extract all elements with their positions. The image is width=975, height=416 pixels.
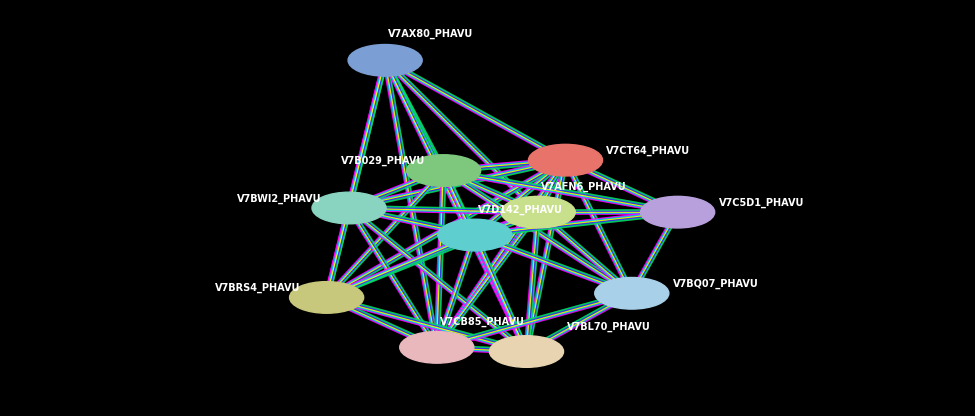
Text: V7C5D1_PHAVU: V7C5D1_PHAVU [719, 198, 804, 208]
Circle shape [400, 332, 474, 363]
Text: V7BL70_PHAVU: V7BL70_PHAVU [567, 321, 651, 332]
Circle shape [595, 277, 669, 309]
Circle shape [348, 45, 422, 76]
Circle shape [438, 219, 512, 251]
Text: V7AX80_PHAVU: V7AX80_PHAVU [388, 28, 473, 39]
Circle shape [312, 192, 386, 224]
Circle shape [501, 196, 575, 228]
Circle shape [489, 336, 564, 367]
Text: V7AFN6_PHAVU: V7AFN6_PHAVU [541, 182, 627, 192]
Text: V7B029_PHAVU: V7B029_PHAVU [341, 156, 425, 166]
Text: V7BRS4_PHAVU: V7BRS4_PHAVU [214, 283, 300, 293]
Text: V7CT64_PHAVU: V7CT64_PHAVU [606, 146, 690, 156]
Circle shape [290, 282, 364, 313]
Text: V7BWI2_PHAVU: V7BWI2_PHAVU [237, 193, 322, 204]
Circle shape [641, 196, 715, 228]
Text: V7D142_PHAVU: V7D142_PHAVU [478, 205, 563, 215]
Text: V7CB85_PHAVU: V7CB85_PHAVU [440, 317, 525, 327]
Circle shape [407, 155, 481, 186]
Circle shape [528, 144, 603, 176]
Text: V7BQ07_PHAVU: V7BQ07_PHAVU [673, 279, 759, 289]
